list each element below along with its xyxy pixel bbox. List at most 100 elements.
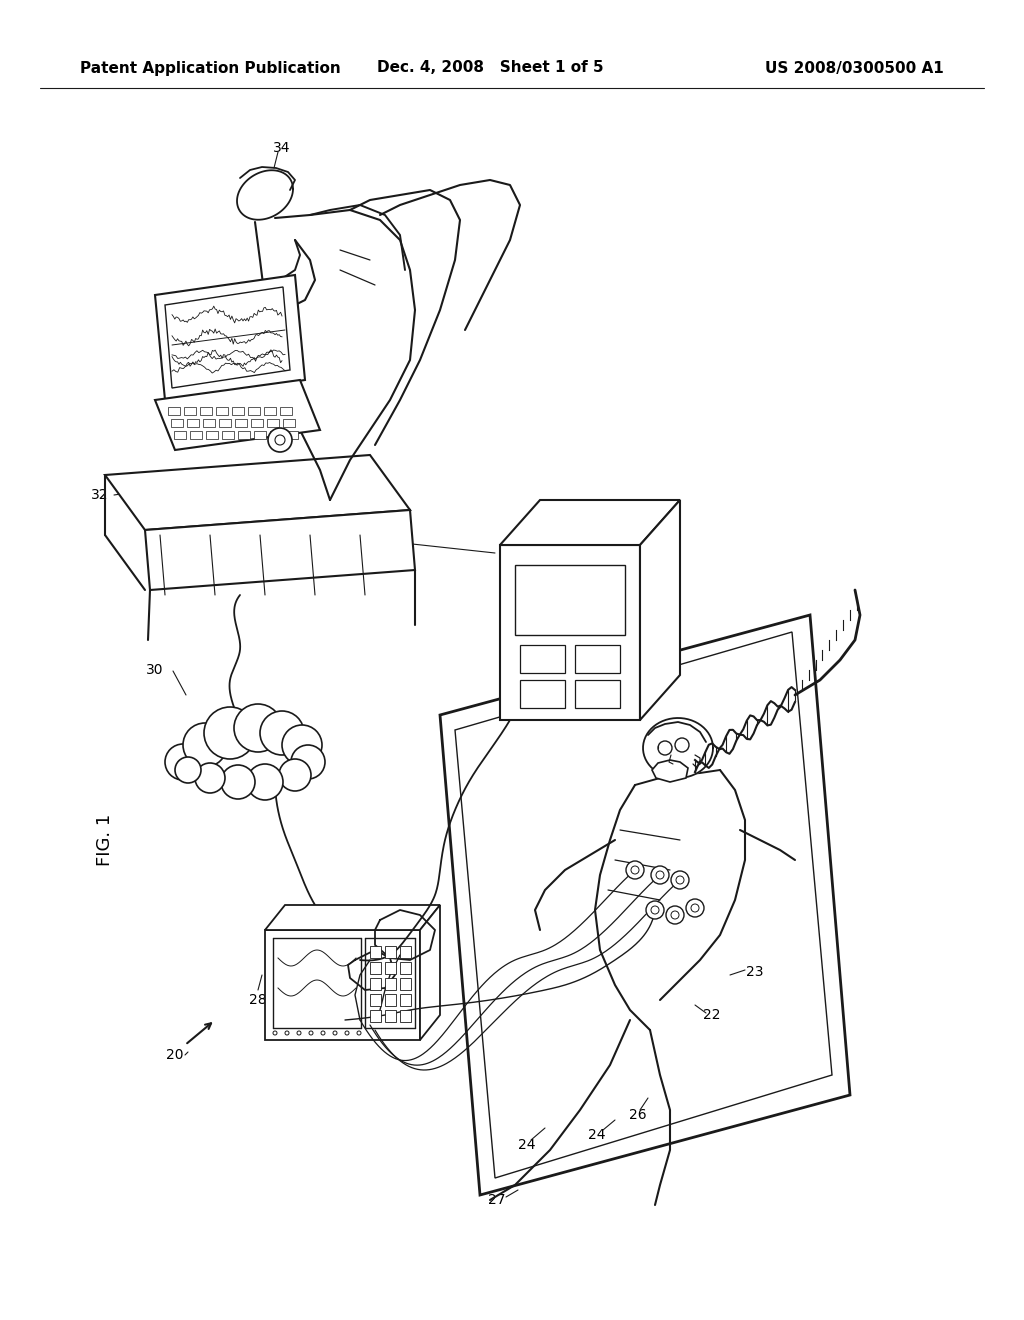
Polygon shape [184, 407, 196, 414]
Polygon shape [520, 680, 565, 708]
Polygon shape [400, 978, 411, 990]
Circle shape [175, 756, 201, 783]
Polygon shape [216, 407, 228, 414]
Polygon shape [232, 407, 244, 414]
Polygon shape [200, 407, 212, 414]
Polygon shape [640, 500, 680, 719]
Circle shape [279, 759, 311, 791]
Circle shape [183, 723, 227, 767]
Polygon shape [520, 645, 565, 673]
Polygon shape [515, 565, 625, 635]
Polygon shape [370, 994, 381, 1006]
Polygon shape [265, 906, 440, 931]
Polygon shape [234, 418, 247, 426]
Polygon shape [238, 432, 250, 440]
Circle shape [321, 1031, 325, 1035]
Circle shape [221, 766, 255, 799]
Polygon shape [370, 962, 381, 974]
Polygon shape [370, 946, 381, 958]
Polygon shape [400, 946, 411, 958]
Polygon shape [237, 170, 293, 219]
Text: 21: 21 [381, 535, 398, 549]
Polygon shape [264, 407, 276, 414]
Polygon shape [400, 994, 411, 1006]
Circle shape [631, 866, 639, 874]
Circle shape [291, 744, 325, 779]
Polygon shape [440, 615, 850, 1195]
Polygon shape [455, 632, 831, 1177]
Text: 24: 24 [518, 1138, 536, 1152]
Circle shape [675, 738, 689, 752]
Polygon shape [254, 432, 266, 440]
Polygon shape [400, 962, 411, 974]
Circle shape [285, 1031, 289, 1035]
Circle shape [626, 861, 644, 879]
Circle shape [676, 876, 684, 884]
Text: 28: 28 [249, 993, 267, 1007]
Polygon shape [248, 407, 260, 414]
Polygon shape [500, 545, 640, 719]
Text: 34: 34 [273, 141, 291, 154]
Polygon shape [251, 418, 263, 426]
Polygon shape [265, 931, 420, 1040]
Polygon shape [165, 286, 290, 388]
Circle shape [656, 871, 664, 879]
Circle shape [658, 741, 672, 755]
Polygon shape [575, 645, 620, 673]
Circle shape [666, 906, 684, 924]
Polygon shape [219, 418, 231, 426]
Polygon shape [385, 1010, 396, 1022]
Circle shape [204, 708, 256, 759]
Polygon shape [190, 432, 202, 440]
Polygon shape [643, 718, 713, 777]
Circle shape [333, 1031, 337, 1035]
Polygon shape [174, 432, 186, 440]
Polygon shape [400, 1010, 411, 1022]
Polygon shape [168, 407, 180, 414]
Circle shape [671, 871, 689, 888]
Polygon shape [370, 1010, 381, 1022]
Polygon shape [145, 510, 415, 590]
Circle shape [297, 1031, 301, 1035]
Polygon shape [420, 906, 440, 1040]
Polygon shape [203, 418, 215, 426]
Text: 32: 32 [91, 488, 109, 502]
Text: FIG. 1: FIG. 1 [96, 814, 114, 866]
Polygon shape [105, 455, 410, 531]
Circle shape [273, 1031, 278, 1035]
Polygon shape [267, 418, 279, 426]
Circle shape [671, 911, 679, 919]
Text: 22: 22 [703, 1008, 721, 1022]
Circle shape [691, 904, 699, 912]
Polygon shape [286, 432, 298, 440]
Circle shape [686, 899, 705, 917]
Text: 26: 26 [629, 1107, 647, 1122]
Circle shape [165, 744, 201, 780]
Polygon shape [222, 432, 234, 440]
Polygon shape [500, 500, 680, 545]
Polygon shape [283, 418, 295, 426]
Polygon shape [370, 978, 381, 990]
Polygon shape [385, 994, 396, 1006]
Polygon shape [155, 380, 319, 450]
Circle shape [247, 764, 283, 800]
Polygon shape [575, 680, 620, 708]
Circle shape [646, 902, 664, 919]
Text: US 2008/0300500 A1: US 2008/0300500 A1 [765, 61, 944, 75]
Polygon shape [155, 275, 305, 400]
Polygon shape [280, 407, 292, 414]
Polygon shape [187, 418, 199, 426]
Polygon shape [270, 432, 282, 440]
Circle shape [309, 1031, 313, 1035]
Text: 24: 24 [588, 1129, 606, 1142]
Circle shape [234, 704, 282, 752]
Circle shape [268, 428, 292, 451]
Polygon shape [385, 946, 396, 958]
Circle shape [275, 436, 285, 445]
Text: 20: 20 [166, 1048, 183, 1063]
Text: Dec. 4, 2008   Sheet 1 of 5: Dec. 4, 2008 Sheet 1 of 5 [377, 61, 603, 75]
Circle shape [357, 1031, 361, 1035]
Circle shape [195, 763, 225, 793]
Text: 27: 27 [488, 1193, 506, 1206]
Circle shape [651, 906, 659, 913]
